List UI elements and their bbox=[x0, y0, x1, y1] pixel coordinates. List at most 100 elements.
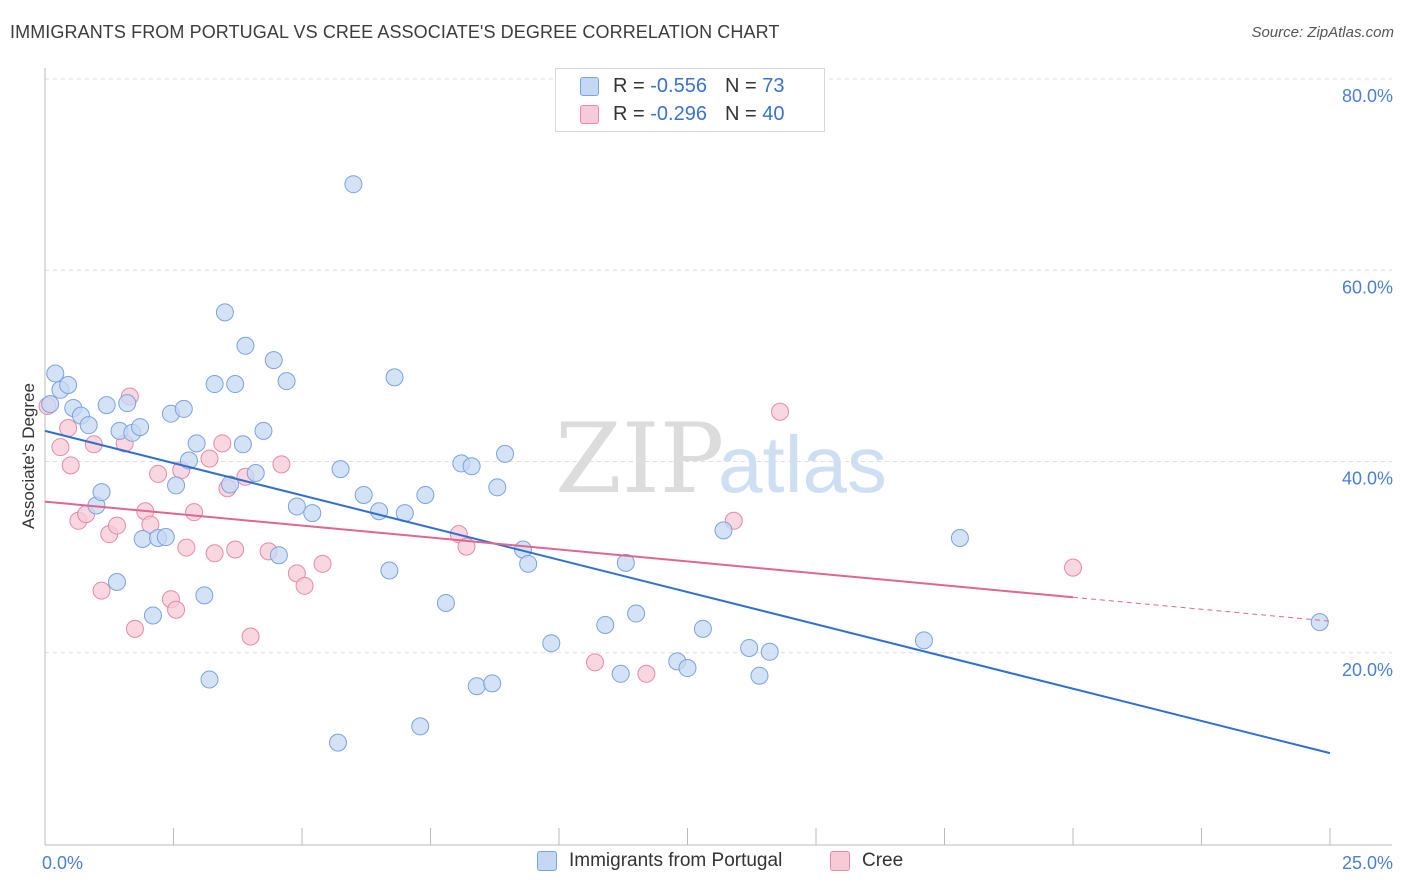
y-axis-label: Associate's Degree bbox=[19, 383, 38, 529]
legend-n-value-portugal: 73 bbox=[762, 74, 785, 97]
cree-point bbox=[200, 449, 219, 468]
cree-point bbox=[205, 544, 224, 563]
x-tick-label: 25.0% bbox=[1342, 853, 1393, 873]
cree-point bbox=[241, 627, 260, 646]
portugal-point bbox=[328, 733, 347, 752]
portugal-point bbox=[179, 451, 198, 470]
cree-point bbox=[59, 419, 78, 438]
cree-point bbox=[167, 600, 186, 619]
portugal-point bbox=[462, 457, 481, 476]
portugal-point bbox=[760, 642, 779, 661]
series-swatch-portugal bbox=[537, 851, 557, 871]
trend-lines bbox=[44, 429, 1331, 755]
y-tick-label: 80.0% bbox=[1342, 86, 1393, 106]
portugal-point bbox=[678, 659, 697, 678]
legend-n-label: N = bbox=[724, 102, 757, 125]
series-label-portugal: Immigrants from Portugal bbox=[569, 850, 783, 871]
cree-trend-extension bbox=[1072, 596, 1331, 622]
portugal-point bbox=[750, 666, 769, 685]
legend-n-value-cree: 40 bbox=[762, 102, 785, 125]
portugal-trend-line bbox=[44, 429, 1331, 755]
grid-lines bbox=[45, 78, 1392, 654]
x-tick-label: 0.0% bbox=[42, 853, 83, 873]
cree-point bbox=[107, 516, 126, 535]
cree-point bbox=[585, 653, 604, 672]
portugal-point bbox=[131, 418, 150, 437]
portugal-point bbox=[133, 529, 152, 548]
portugal-point bbox=[416, 485, 435, 504]
watermark-zip: ZIP bbox=[555, 403, 724, 515]
portugal-point bbox=[519, 554, 538, 573]
portugal-point bbox=[167, 476, 186, 495]
cree-point bbox=[457, 537, 476, 556]
portugal-point bbox=[411, 717, 430, 736]
axes bbox=[44, 68, 1392, 846]
portugal-point bbox=[950, 529, 969, 547]
portugal-point bbox=[205, 375, 224, 394]
portugal-point bbox=[483, 674, 502, 693]
cree-point bbox=[313, 554, 332, 573]
portugal-point bbox=[107, 572, 126, 591]
cree-point bbox=[149, 464, 168, 483]
series-legend-cree: Cree bbox=[830, 850, 903, 872]
portugal-point bbox=[354, 485, 373, 504]
portugal-point bbox=[236, 336, 255, 355]
y-tick-label: 20.0% bbox=[1342, 660, 1393, 680]
portugal-point bbox=[92, 483, 111, 502]
portugal-point bbox=[59, 376, 78, 394]
cree-point bbox=[141, 515, 160, 534]
portugal-point bbox=[385, 368, 404, 387]
chart-title: IMMIGRANTS FROM PORTUGAL VS CREE ASSOCIA… bbox=[10, 22, 780, 42]
cree-point bbox=[272, 455, 291, 474]
cree-point bbox=[295, 576, 314, 595]
portugal-point bbox=[467, 677, 486, 696]
y-tick-label: 40.0% bbox=[1342, 469, 1393, 489]
portugal-point bbox=[254, 421, 273, 440]
portugal-point bbox=[269, 546, 288, 565]
legend-r-label: R = bbox=[613, 74, 645, 97]
watermark: ZIP atlas bbox=[555, 403, 887, 515]
portugal-point bbox=[246, 463, 265, 482]
cree-point bbox=[226, 540, 245, 559]
cree-point bbox=[177, 538, 196, 557]
portugal-point bbox=[436, 594, 455, 613]
portugal-point bbox=[221, 475, 240, 494]
portugal-point bbox=[303, 504, 322, 523]
source-note: Source: ZipAtlas.com bbox=[1251, 24, 1394, 41]
portugal-point bbox=[611, 664, 630, 683]
tick-labels: 20.0% 40.0% 60.0% 80.0% 0.0% 25.0% bbox=[42, 86, 1393, 873]
portugal-point bbox=[264, 351, 283, 370]
portugal-point bbox=[542, 634, 561, 653]
portugal-point bbox=[156, 528, 175, 547]
cree-point bbox=[125, 619, 144, 638]
legend-swatch-portugal bbox=[580, 76, 599, 96]
cree-point bbox=[213, 434, 232, 453]
legend-r-label: R = bbox=[613, 102, 645, 125]
portugal-point bbox=[195, 586, 214, 605]
portugal-point bbox=[740, 638, 759, 657]
watermark-atlas: atlas bbox=[718, 420, 887, 509]
portugal-point bbox=[41, 395, 60, 414]
cree-point bbox=[185, 503, 204, 522]
cree-trend-line bbox=[44, 500, 1074, 599]
legend-r-value-portugal: -0.556 bbox=[650, 74, 707, 97]
portugal-point bbox=[277, 372, 296, 391]
portugal-point bbox=[596, 616, 615, 635]
portugal-point bbox=[287, 497, 306, 516]
portugal-points bbox=[41, 175, 1329, 752]
portugal-point bbox=[380, 561, 399, 580]
portugal-point bbox=[143, 606, 162, 625]
portugal-point bbox=[200, 670, 219, 689]
portugal-point bbox=[187, 434, 206, 453]
portugal-point bbox=[693, 619, 712, 638]
portugal-point bbox=[714, 521, 733, 540]
cree-point bbox=[51, 438, 70, 457]
portugal-point bbox=[215, 303, 234, 322]
portugal-point bbox=[331, 460, 350, 479]
cree-point bbox=[637, 664, 656, 683]
portugal-point bbox=[174, 399, 193, 418]
series-legend-portugal: Immigrants from Portugal bbox=[537, 850, 782, 872]
portugal-point bbox=[488, 478, 507, 497]
cree-point bbox=[92, 581, 111, 600]
portugal-point bbox=[616, 553, 635, 572]
